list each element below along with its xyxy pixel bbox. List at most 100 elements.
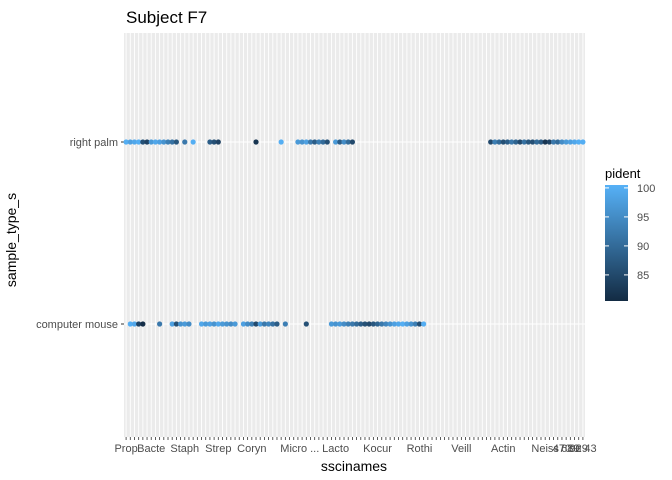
data-point bbox=[157, 139, 163, 145]
x-tick-label: Coryn bbox=[237, 443, 266, 455]
data-point bbox=[316, 139, 322, 145]
data-point bbox=[240, 321, 247, 327]
data-point bbox=[391, 321, 397, 327]
data-point bbox=[203, 321, 209, 327]
data-point bbox=[408, 321, 414, 327]
data-point bbox=[169, 321, 175, 327]
x-tick-label: Micro bbox=[280, 443, 307, 455]
y-tick-label: computer mouse bbox=[36, 319, 118, 331]
x-tick-label: Strep bbox=[205, 443, 231, 455]
legend: pident 85 90 95 100 bbox=[605, 166, 655, 301]
data-point bbox=[127, 321, 133, 327]
data-point bbox=[219, 321, 226, 327]
data-point bbox=[140, 321, 146, 327]
data-point bbox=[580, 139, 586, 145]
data-point bbox=[312, 139, 318, 145]
data-point bbox=[186, 321, 192, 327]
data-point bbox=[140, 139, 146, 145]
data-point bbox=[341, 321, 347, 327]
data-point bbox=[207, 321, 213, 327]
data-points bbox=[123, 139, 586, 327]
x-tick-label: 470 bbox=[553, 443, 571, 455]
legend-tick-label: 100 bbox=[637, 183, 655, 195]
x-tick-label: ... bbox=[310, 443, 319, 455]
x-tick-label: 689 bbox=[561, 443, 579, 455]
data-point bbox=[542, 139, 548, 145]
data-point bbox=[182, 321, 188, 327]
data-point bbox=[161, 139, 167, 145]
data-point bbox=[182, 139, 188, 145]
data-point bbox=[546, 139, 552, 145]
data-point bbox=[169, 139, 175, 145]
legend-tick-label: 90 bbox=[637, 241, 649, 253]
data-point bbox=[337, 321, 343, 327]
data-point bbox=[177, 321, 184, 327]
data-point bbox=[404, 321, 410, 327]
data-point bbox=[215, 139, 221, 145]
x-tick-label: Kocur bbox=[363, 443, 392, 455]
data-point bbox=[333, 139, 339, 145]
data-point bbox=[299, 139, 305, 145]
data-point bbox=[224, 321, 230, 327]
x-tick-label: Neiss bbox=[531, 443, 559, 455]
data-point bbox=[559, 139, 565, 145]
plot-panel bbox=[124, 33, 585, 437]
grid bbox=[124, 33, 585, 437]
data-point bbox=[123, 139, 129, 145]
data-point bbox=[550, 139, 557, 145]
data-point bbox=[320, 139, 326, 145]
data-point bbox=[253, 321, 259, 327]
x-axis: Prop Bacte Staph Strep Coryn Micro Lacto Kocur R… bbox=[114, 437, 597, 455]
data-point bbox=[295, 139, 301, 145]
data-point bbox=[136, 139, 142, 145]
data-point bbox=[571, 139, 578, 145]
data-point bbox=[525, 139, 532, 145]
data-point bbox=[190, 139, 196, 145]
data-point bbox=[253, 139, 259, 145]
data-point bbox=[165, 139, 171, 145]
data-point bbox=[228, 321, 234, 327]
data-point bbox=[366, 321, 372, 327]
data-point bbox=[274, 321, 280, 327]
legend-tick-label: 95 bbox=[637, 212, 649, 224]
data-point bbox=[567, 139, 573, 145]
legend-colorbar bbox=[605, 185, 628, 301]
data-point bbox=[521, 139, 527, 145]
data-point bbox=[245, 321, 251, 327]
x-tick-label: Staph bbox=[170, 443, 199, 455]
x-tick-label: Lacto bbox=[322, 443, 349, 455]
data-point bbox=[173, 321, 179, 327]
data-point bbox=[341, 139, 347, 145]
data-point bbox=[374, 321, 381, 327]
data-point bbox=[303, 139, 309, 145]
data-point bbox=[215, 321, 221, 327]
x-tick-label: Rothi bbox=[407, 443, 433, 455]
data-point bbox=[131, 139, 138, 145]
data-point bbox=[131, 321, 138, 327]
chart-title: Subject F7 bbox=[126, 8, 207, 27]
data-point bbox=[488, 139, 494, 145]
data-point bbox=[345, 321, 351, 327]
data-point bbox=[261, 321, 267, 327]
data-point bbox=[530, 139, 536, 145]
data-point bbox=[353, 321, 360, 327]
data-point bbox=[504, 139, 511, 145]
data-point bbox=[513, 139, 519, 145]
data-point bbox=[387, 321, 393, 327]
data-point bbox=[307, 139, 314, 145]
data-point bbox=[412, 321, 418, 327]
data-point bbox=[198, 321, 205, 327]
x-axis-title: sscinames bbox=[321, 458, 387, 474]
data-point bbox=[211, 139, 217, 145]
data-point bbox=[257, 321, 263, 327]
data-point bbox=[144, 139, 150, 145]
x-tick-label: on 43 bbox=[569, 443, 597, 455]
data-point bbox=[370, 321, 376, 327]
data-point bbox=[265, 321, 272, 327]
x-tick-label: Bacte bbox=[137, 443, 165, 455]
data-point bbox=[333, 321, 339, 327]
data-point bbox=[136, 321, 142, 327]
y-axis: computer mouse right palm bbox=[36, 137, 124, 331]
data-point bbox=[492, 139, 498, 145]
